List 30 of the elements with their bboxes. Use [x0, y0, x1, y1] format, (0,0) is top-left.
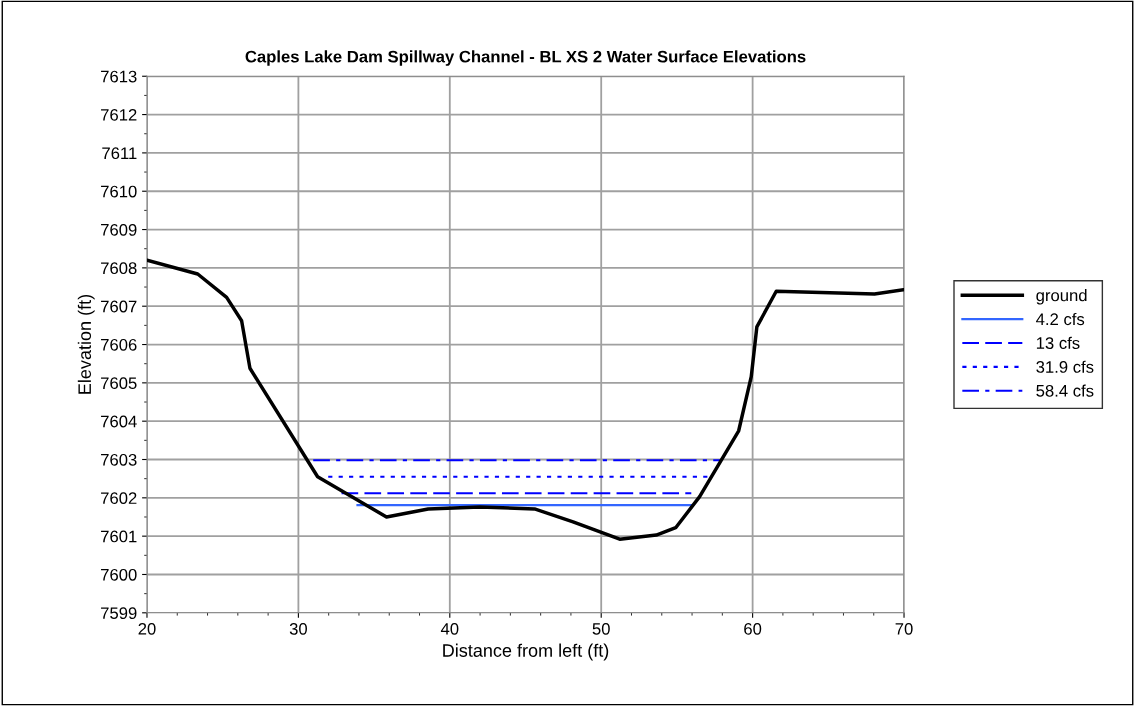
legend-label: 4.2 cfs — [1036, 312, 1085, 326]
line-series — [146, 258, 905, 541]
y-tick-label: 7606 — [101, 338, 137, 351]
y-tick-label: 7601 — [101, 530, 137, 543]
y-tick-label: 7612 — [101, 108, 137, 121]
y-tick-label: 7613 — [101, 70, 137, 83]
y-tick-label: 7605 — [101, 377, 137, 390]
legend-label: 58.4 cfs — [1036, 384, 1094, 397]
x-tick-label: 50 — [592, 622, 610, 635]
x-tick-label: 70 — [895, 622, 913, 635]
x-tick-label: 30 — [289, 622, 308, 635]
y-tick-label: 7610 — [101, 185, 137, 198]
x-tick-label: 20 — [138, 622, 156, 635]
y-tick-label: 7604 — [101, 415, 137, 428]
x-axis-title: Distance from left (ft) — [443, 643, 609, 661]
legend-label: 13 cfs — [1036, 336, 1080, 349]
chart-title: Caples Lake Dam Spillway Channel - BL XS 2 Water Surface Elevations — [245, 50, 806, 66]
x-tick-label: 40 — [440, 622, 459, 635]
legend-label: ground — [1036, 289, 1087, 305]
y-axis-title: Elevation (ft) — [77, 294, 95, 394]
x-tick-label: 60 — [744, 622, 762, 635]
y-tick-label: 7599 — [101, 607, 137, 620]
y-tick-label: 7608 — [101, 262, 137, 275]
y-tick-label: 7602 — [101, 492, 137, 505]
y-tick-label: 7600 — [101, 568, 137, 581]
y-tick-label: 7609 — [101, 223, 137, 236]
y-tick-label: 7611 — [102, 147, 137, 160]
y-tick-label: 7603 — [101, 453, 137, 466]
legend-label: 31.9 cfs — [1036, 360, 1094, 373]
y-tick-label: 7607 — [101, 300, 137, 313]
